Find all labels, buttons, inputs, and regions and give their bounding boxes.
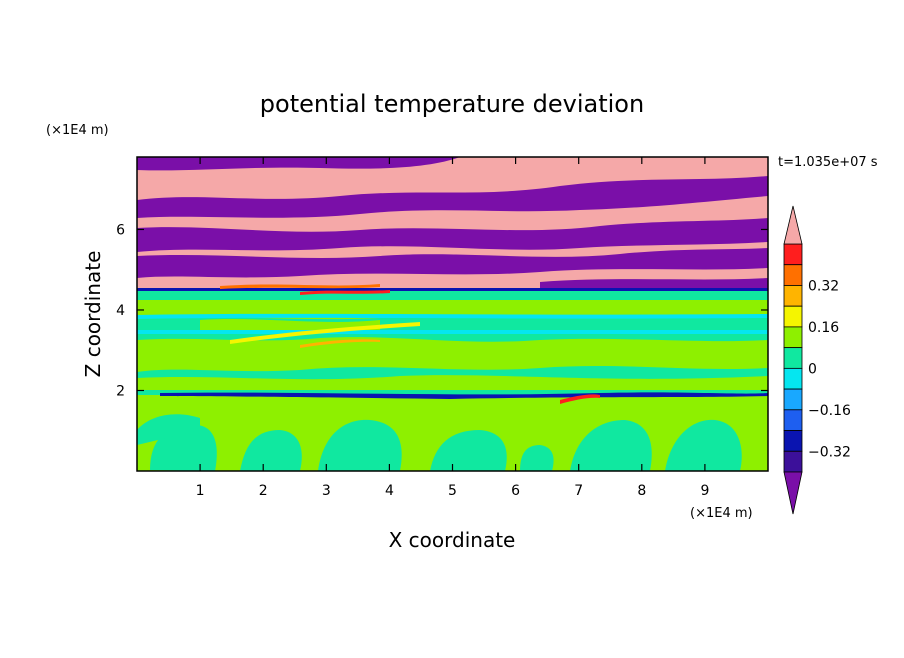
colorbar-tick-label: 0 (808, 361, 817, 377)
y-unit-label: (×1E4 m) (46, 123, 109, 138)
x-tick-label: 8 (637, 483, 646, 499)
upper-purple-band (137, 218, 768, 252)
colorbar-tick-label: 0.16 (808, 320, 839, 336)
mid-patch (137, 337, 768, 372)
upper-purple-band (137, 176, 768, 218)
plume-core (318, 419, 402, 471)
x-axis: 1 2 3 4 5 6 7 8 9 (196, 157, 709, 499)
yellow-streak (230, 322, 420, 344)
x-axis-label: X coordinate (389, 528, 516, 552)
x-tick-label: 1 (196, 483, 205, 499)
y-axis-label: Z coordinate (81, 251, 105, 378)
plume-core (570, 420, 652, 471)
red-streak (560, 394, 600, 404)
colorbar-cell (783, 409, 803, 431)
colorbar-tick-label: 0.32 (808, 278, 839, 294)
x-tick-label: 7 (574, 483, 583, 499)
colorbar-cell (783, 347, 803, 369)
red-boundary (300, 290, 390, 295)
colorbar-cell (783, 243, 803, 266)
colorbar-max-triangle (783, 205, 803, 245)
upper-purple-band (540, 278, 768, 290)
y-tick-label: 4 (116, 303, 125, 319)
colorbar-tick-label: −0.16 (808, 403, 851, 419)
upper-purple-band (137, 157, 460, 171)
x-tick-label: 3 (322, 483, 331, 499)
colorbar-tick-label: −0.32 (808, 444, 851, 460)
colorbar-cell (783, 430, 803, 452)
x-tick-label: 9 (700, 483, 709, 499)
upper-purple-band (137, 248, 768, 278)
cyan-line (137, 313, 768, 319)
x-tick-label: 5 (448, 483, 457, 499)
x-tick-label: 6 (511, 483, 520, 499)
y-tick-label: 2 (116, 383, 125, 399)
x-tick-label: 4 (385, 483, 394, 499)
colorbar: 0.32 0.16 0 −0.16 −0.32 (783, 205, 851, 515)
orange-streak (300, 339, 380, 348)
blue-line (160, 392, 768, 399)
plume-core (665, 419, 742, 471)
plume-core (520, 445, 554, 471)
plume-core (240, 430, 302, 471)
colorbar-cell (783, 367, 803, 390)
y-axis: 2 4 6 (116, 222, 768, 399)
y-tick-label: 6 (116, 222, 125, 238)
chart-title: potential temperature deviation (260, 90, 644, 118)
cyan-line (137, 330, 768, 334)
colorbar-cell (783, 450, 803, 473)
colorbar-cell (783, 388, 803, 411)
plume-core (430, 430, 507, 471)
colorbar-cell (783, 264, 803, 286)
mid-patch (137, 375, 768, 390)
blue-boundary (137, 288, 768, 291)
colorbar-cell (783, 285, 803, 307)
plume-core (137, 414, 200, 445)
orange-boundary (220, 284, 380, 289)
colorbar-min-triangle (783, 471, 803, 515)
colorbar-cell (783, 326, 803, 349)
x-unit-label: (×1E4 m) (690, 506, 753, 521)
time-label: t=1.035e+07 s (778, 155, 878, 170)
colorbar-cell (783, 305, 803, 328)
contour-field (137, 157, 768, 471)
x-tick-label: 2 (259, 483, 268, 499)
